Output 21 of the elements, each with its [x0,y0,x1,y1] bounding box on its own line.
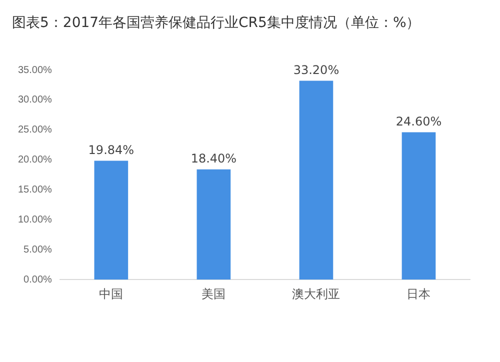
data-label: 19.84% [88,142,134,157]
y-tick-label: 5.00% [24,244,52,256]
y-tick-label: 20.00% [18,154,52,166]
y-tick-label: 15.00% [18,184,52,196]
x-tick-label: 澳大利亚 [292,287,340,302]
y-tick-label: 0.00% [24,274,52,286]
data-label: 33.20% [293,62,340,77]
y-tick-label: 10.00% [18,214,52,226]
x-tick-label: 美国 [202,287,226,302]
y-tick-label: 25.00% [18,124,52,136]
bar [94,160,128,280]
bar [196,169,231,280]
x-tick-label: 中国 [99,287,124,302]
chart-title: 图表5：2017年各国营养保健品行业CR5集中度情况（单位：%） [12,14,420,32]
y-tick-label: 30.00% [18,94,52,106]
x-tick-label: 日本 [406,287,431,302]
y-tick-label: 35.00% [18,64,52,76]
data-label: 24.60% [396,114,442,128]
bar [299,80,334,280]
data-label: 18.40% [190,152,237,166]
bar [402,132,436,280]
